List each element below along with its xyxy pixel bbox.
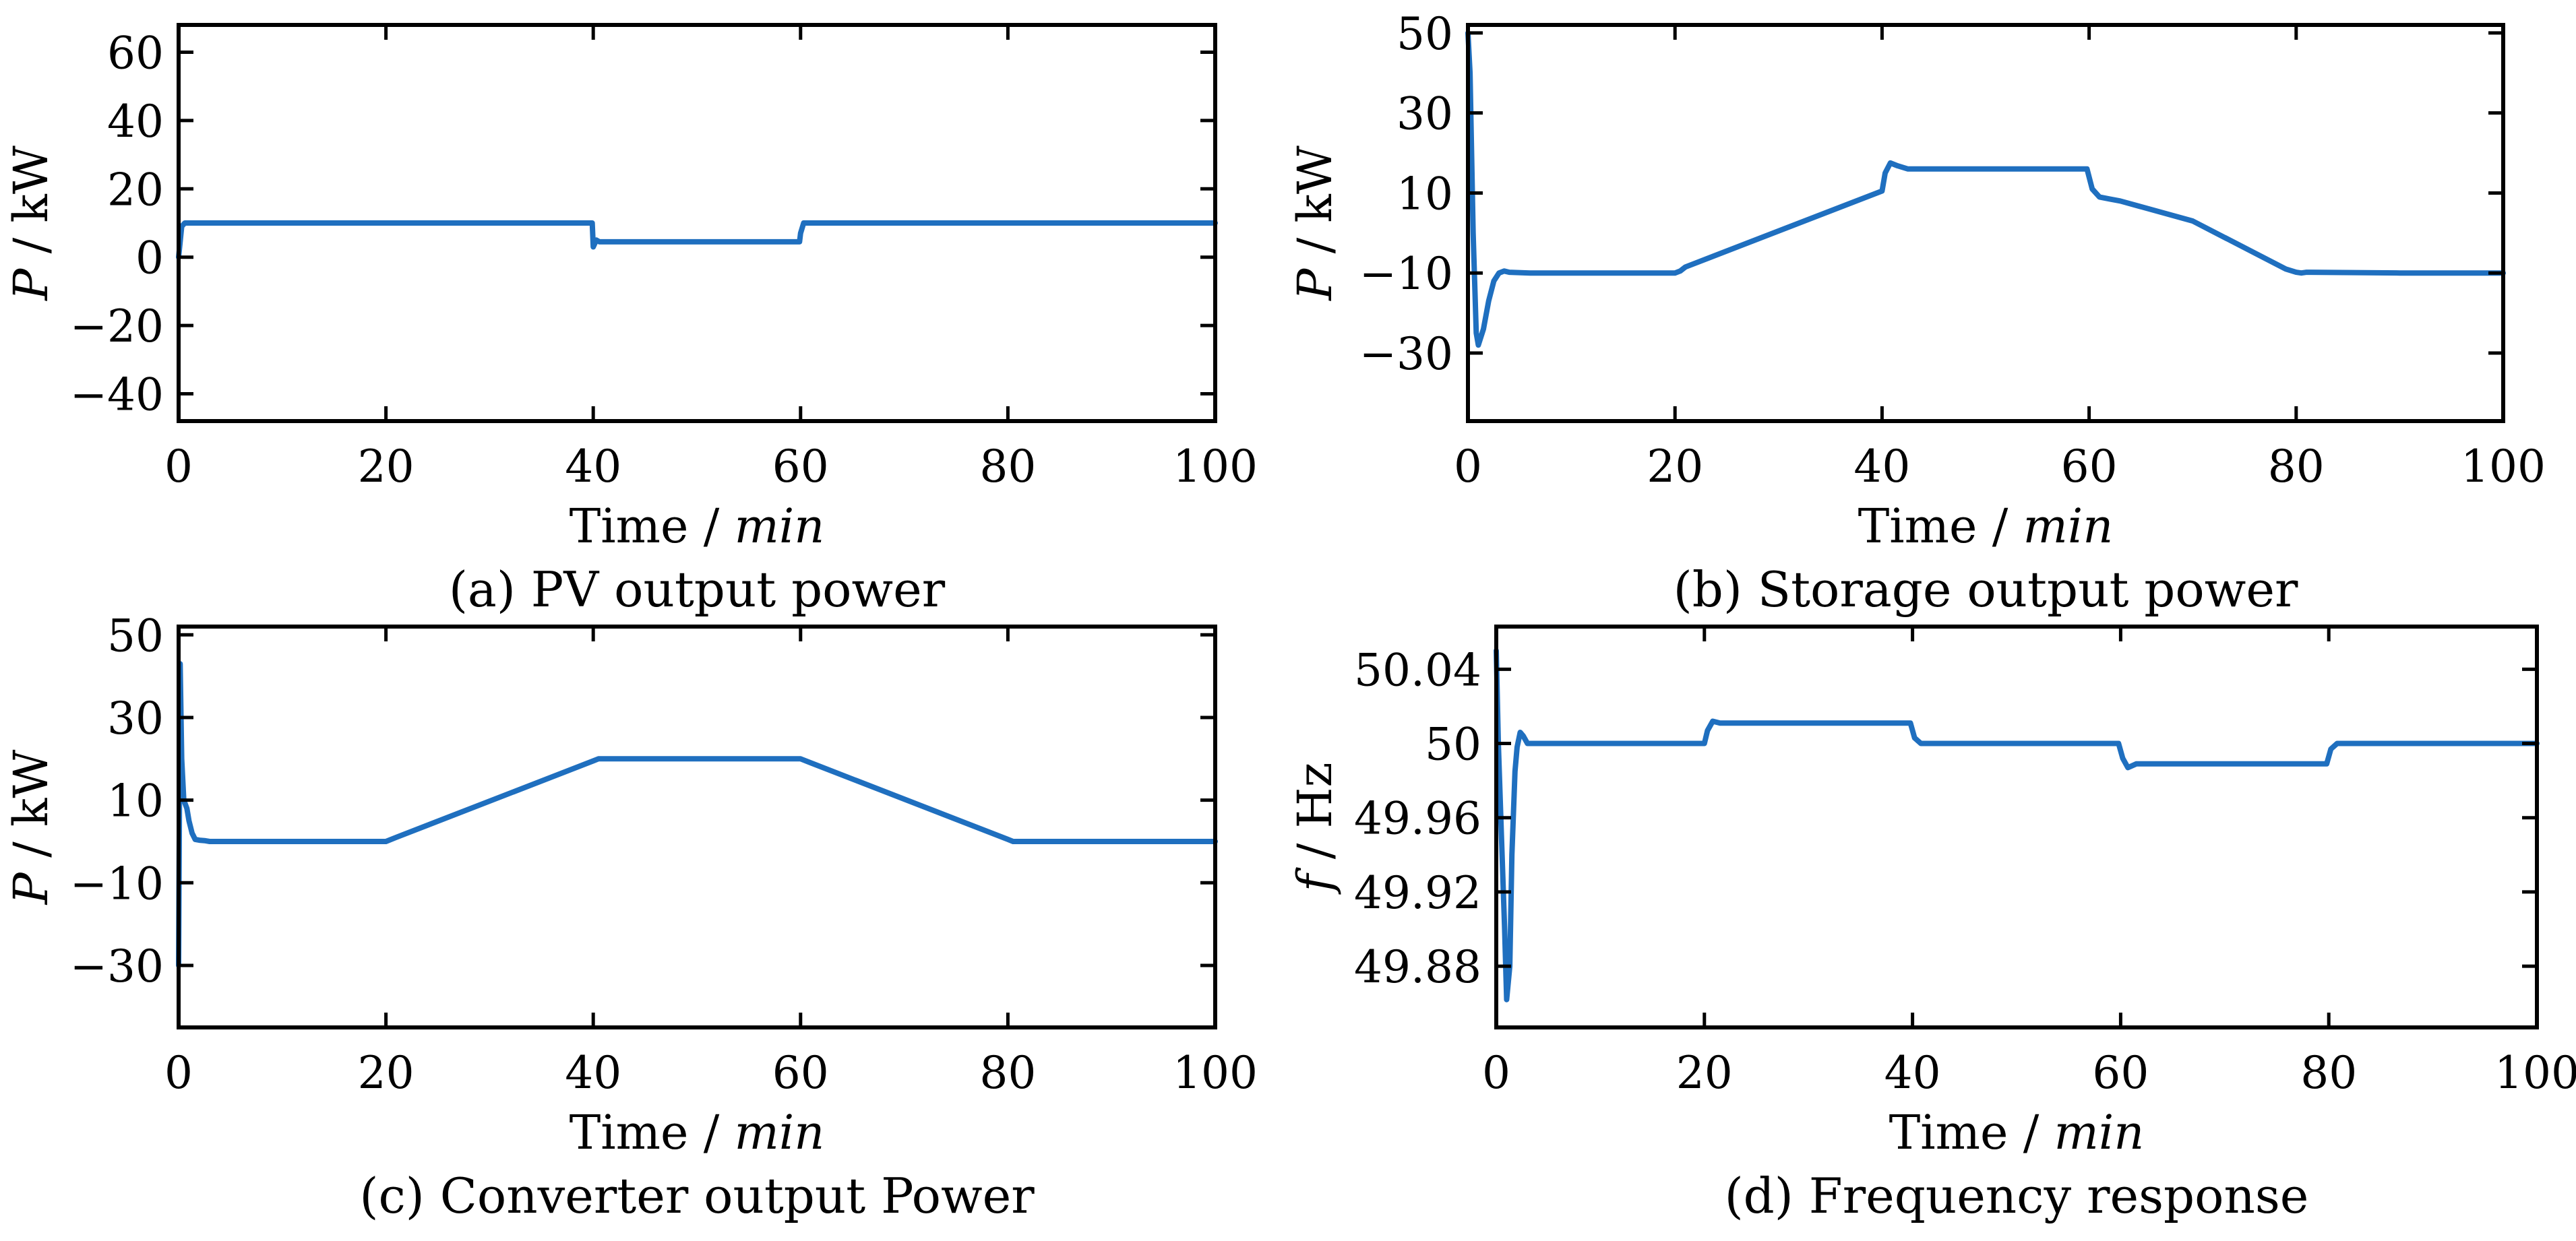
y-tick-label: 60 <box>107 28 164 79</box>
panel-c-converter-output-power: 0 20 40 60 80 100 50 30 10 −10 −30 Time / min P / kW… <box>3 610 1258 1224</box>
x-tick-label: 80 <box>2268 441 2325 492</box>
x-axis-label-unit: min <box>735 1105 825 1160</box>
y-axis-label-var: P <box>1287 267 1343 302</box>
y-axis-label: f / Hz <box>1287 763 1343 895</box>
y-axis-label-rest: / kW <box>1287 146 1343 269</box>
y-axis-label-rest: / kW <box>3 146 59 269</box>
y-tick-label: 10 <box>107 775 164 827</box>
x-tick-label: 100 <box>2494 1047 2576 1099</box>
panel-a-pv-output-power: 0 20 40 60 80 100 60 40 20 0 −20 −40 Time / min P / k… <box>3 23 1258 618</box>
y-tick-label: 10 <box>1397 168 1453 220</box>
x-tick-label: 40 <box>1884 1047 1941 1099</box>
panel-caption: (a) PV output power <box>449 561 946 618</box>
series-line <box>1465 30 2506 348</box>
x-tick-label: 80 <box>2300 1047 2357 1099</box>
y-tick-label: 49.92 <box>1354 867 1481 919</box>
y-tick-label: 49.88 <box>1354 941 1481 993</box>
x-axis-label: Time / min <box>570 1105 825 1160</box>
series-line <box>176 661 1218 968</box>
x-tick-label: 20 <box>1676 1047 1733 1099</box>
x-axis-label: Time / min <box>1858 499 2114 554</box>
x-tick-label: 0 <box>1454 441 1482 492</box>
y-tick-label: 50 <box>1425 719 1481 771</box>
series-line <box>176 220 1218 260</box>
x-tick-label: 20 <box>358 1047 415 1099</box>
y-tick-label: 30 <box>107 693 164 744</box>
y-axis-label-var: P <box>3 267 59 302</box>
panel-d-frequency-response: 0 20 40 60 80 100 50.04 50 49.96 49.92 49.88 Time /… <box>1287 625 2576 1224</box>
x-tick-label: 0 <box>1482 1047 1510 1099</box>
y-tick-label: 50 <box>107 610 164 662</box>
x-axis-label-unit: min <box>2023 499 2114 554</box>
y-axis-label: P / kW <box>3 750 59 906</box>
x-tick-label: 80 <box>979 441 1036 492</box>
x-tick-label: 100 <box>2461 441 2546 492</box>
y-tick-label: −30 <box>1359 328 1453 380</box>
x-tick-label: 100 <box>1173 1047 1258 1099</box>
x-tick-label: 60 <box>772 441 829 492</box>
y-axis-label: P / kW <box>1287 146 1343 302</box>
x-axis-label-main: Time / <box>570 499 735 554</box>
x-tick-label: 40 <box>565 1047 621 1099</box>
y-tick-label: −10 <box>1359 248 1453 300</box>
axes-frame <box>1494 625 2539 1029</box>
x-tick-label: 60 <box>772 1047 829 1099</box>
y-tick-label: −40 <box>70 369 164 420</box>
y-tick-label: 30 <box>1397 88 1453 140</box>
y-axis-label-rest: / kW <box>3 750 59 873</box>
y-tick-label: 50.04 <box>1354 644 1481 696</box>
y-tick-label: 50 <box>1397 8 1453 60</box>
x-tick-label: 40 <box>1853 441 1910 492</box>
x-axis-label: Time / min <box>570 499 825 554</box>
x-tick-label: 40 <box>565 441 621 492</box>
x-axis-label-unit: min <box>735 499 825 554</box>
x-tick-label: 0 <box>164 441 193 492</box>
axes-frame <box>177 625 1217 1029</box>
x-tick-label: 60 <box>2092 1047 2149 1099</box>
y-tick-label: 49.96 <box>1354 793 1481 845</box>
series-line <box>1494 647 2540 1003</box>
panel-caption: (d) Frequency response <box>1725 1168 2309 1224</box>
x-axis-label: Time / min <box>1889 1105 2145 1160</box>
y-tick-label: −30 <box>70 941 164 992</box>
x-tick-label: 100 <box>1173 441 1258 492</box>
y-tick-label: 20 <box>107 164 164 216</box>
x-axis-label-main: Time / <box>1858 499 2023 554</box>
x-tick-label: 80 <box>979 1047 1036 1099</box>
axes-frame <box>1466 23 2505 423</box>
y-axis-label: P / kW <box>3 146 59 302</box>
x-tick-label: 20 <box>358 441 415 492</box>
y-tick-label: 40 <box>107 96 164 148</box>
y-axis-label-rest: / Hz <box>1287 763 1343 874</box>
y-tick-label: −20 <box>70 300 164 352</box>
axes-frame <box>177 23 1217 423</box>
x-axis-label-main: Time / <box>1889 1105 2054 1160</box>
x-tick-label: 20 <box>1647 441 1703 492</box>
y-tick-label: −10 <box>70 858 164 910</box>
x-axis-label-main: Time / <box>570 1105 735 1160</box>
y-tick-label: 0 <box>135 232 164 284</box>
panel-caption: (b) Storage output power <box>1674 561 2298 618</box>
panel-b-storage-output-power: 0 20 40 60 80 100 50 30 10 −10 −30 Time / min P / kW… <box>1287 8 2546 618</box>
x-tick-label: 60 <box>2061 441 2118 492</box>
y-axis-label-var: P <box>3 871 59 905</box>
x-axis-label-unit: min <box>2054 1105 2145 1160</box>
panel-caption: (c) Converter output Power <box>359 1168 1035 1224</box>
x-tick-label: 0 <box>164 1047 193 1099</box>
